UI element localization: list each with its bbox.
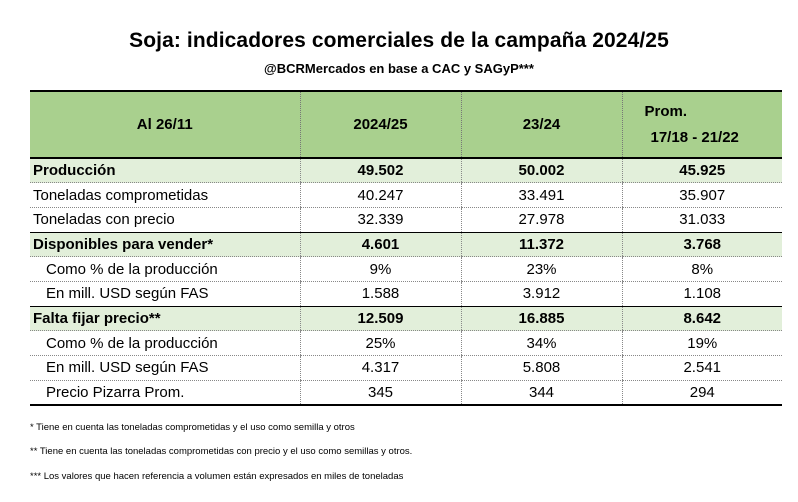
cell-2024-25: 4.317: [299, 355, 461, 381]
row-label: Falta fijar precio**: [30, 305, 300, 332]
footnote-3: *** Los valores que hacen referencia a v…: [30, 471, 404, 482]
table-row-produccion: Producción 49.502 50.002 45.925: [30, 158, 782, 184]
cell-2024-25: 49.502: [299, 158, 461, 184]
row-label: En mill. USD según FAS: [30, 281, 300, 307]
cell-23-24: 33.491: [460, 182, 622, 208]
cell-2024-25: 40.247: [299, 182, 461, 208]
row-label: Como % de la producción: [30, 256, 300, 282]
cell-average: 294: [621, 380, 782, 406]
indicators-table: Al 26/11 2024/25 23/24 Prom. 17/18 - 21/…: [30, 90, 782, 406]
cell-average: 1.108: [621, 281, 782, 307]
page-title: Soja: indicadores comerciales de la camp…: [129, 29, 669, 52]
row-label: Toneladas comprometidas: [30, 182, 300, 208]
table-row-falta-fijar-usd: En mill. USD según FAS 4.317 5.808 2.541: [30, 355, 782, 381]
page-subtitle: @BCRMercados en base a CAC y SAGyP***: [264, 61, 534, 76]
cell-2024-25: 1.588: [299, 281, 461, 307]
cell-23-24: 50.002: [460, 158, 622, 184]
cell-23-24: 27.978: [460, 207, 622, 233]
row-label: Toneladas con precio: [30, 207, 300, 233]
cell-23-24: 11.372: [460, 231, 622, 258]
table-row-comprometidas: Toneladas comprometidas 40.247 33.491 35…: [30, 182, 782, 208]
table-row-con-precio: Toneladas con precio 32.339 27.978 31.03…: [30, 207, 782, 233]
cell-average: 8.642: [621, 305, 782, 332]
cell-23-24: 3.912: [460, 281, 622, 307]
table-row-falta-fijar: Falta fijar precio** 12.509 16.885 8.642: [30, 305, 782, 332]
cell-average: 31.033: [621, 207, 782, 233]
row-label: Disponibles para vender*: [30, 231, 300, 258]
table-row-falta-fijar-pct: Como % de la producción 25% 34% 19%: [30, 330, 782, 356]
cell-23-24: 344: [460, 380, 622, 406]
cell-23-24: 5.808: [460, 355, 622, 381]
cell-23-24: 16.885: [460, 305, 622, 332]
footnote-2: ** Tiene en cuenta las toneladas comprom…: [30, 446, 413, 457]
cell-average: 45.925: [621, 158, 782, 184]
cell-average: 2.541: [621, 355, 782, 381]
row-label: Como % de la producción: [30, 330, 300, 356]
table-row-disponibles-pct: Como % de la producción 9% 23% 8%: [30, 256, 782, 282]
row-label: En mill. USD según FAS: [30, 355, 300, 381]
cell-23-24: 23%: [460, 256, 622, 282]
row-label: Precio Pizarra Prom.: [30, 380, 300, 406]
footnote-1: * Tiene en cuenta las toneladas comprome…: [30, 422, 355, 433]
header-row: Al 26/11 2024/25 23/24 Prom. 17/18 - 21/…: [30, 90, 782, 159]
cell-average: 35.907: [621, 182, 782, 208]
table-row-disponibles: Disponibles para vender* 4.601 11.372 3.…: [30, 231, 782, 258]
table-row-disponibles-usd: En mill. USD según FAS 1.588 3.912 1.108: [30, 281, 782, 307]
header-23-24: 23/24: [460, 90, 622, 159]
cell-2024-25: 32.339: [299, 207, 461, 233]
header-average-line1: Prom.: [644, 102, 688, 120]
cell-2024-25: 345: [299, 380, 461, 406]
header-date: Al 26/11: [30, 90, 300, 159]
table-row-precio-pizarra: Precio Pizarra Prom. 345 344 294: [30, 380, 782, 406]
cell-2024-25: 4.601: [299, 231, 461, 258]
header-average: Prom. 17/18 - 21/22: [621, 90, 782, 159]
cell-average: 19%: [621, 330, 782, 356]
header-2024-25: 2024/25: [299, 90, 461, 159]
cell-average: 3.768: [621, 231, 782, 258]
cell-2024-25: 25%: [299, 330, 461, 356]
row-label: Producción: [30, 158, 300, 184]
header-average-line2: 17/18 - 21/22: [650, 128, 739, 146]
cell-23-24: 34%: [460, 330, 622, 356]
cell-2024-25: 12.509: [299, 305, 461, 332]
cell-average: 8%: [621, 256, 782, 282]
cell-2024-25: 9%: [299, 256, 461, 282]
